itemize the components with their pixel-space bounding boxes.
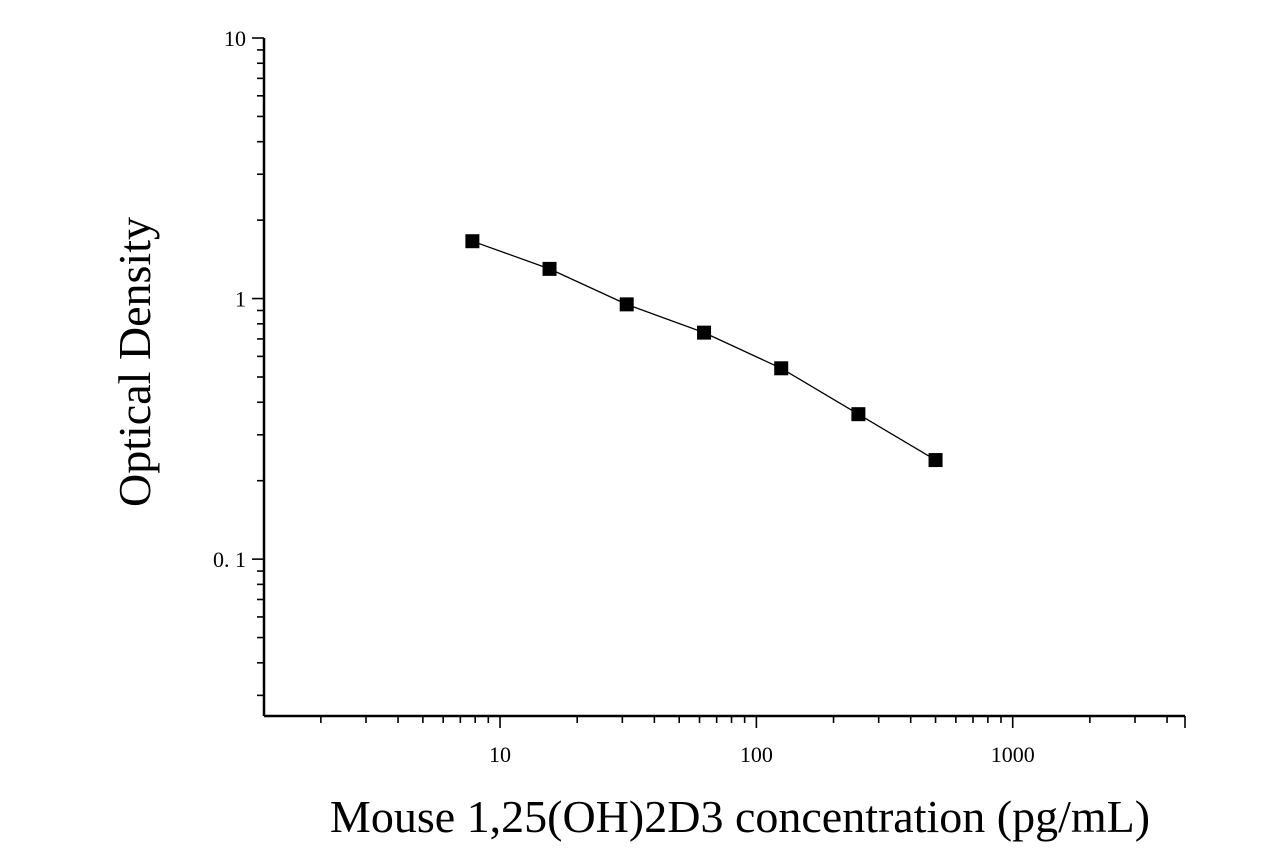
data-point [465,234,480,249]
data-point [619,297,634,312]
y-tick-labels: 0. 1 1 10 [213,26,246,572]
x-tick-label: 1000 [991,742,1035,767]
series-line [472,240,936,461]
data-point [542,261,557,276]
x-tick-label: 100 [740,742,773,767]
y-axis-title: Optical Density [109,217,160,507]
y-ticks [252,37,264,697]
y-tick-label: 1 [235,287,246,312]
data-point [697,325,712,340]
series-markers [465,234,943,468]
x-axis-title: Mouse 1,25(OH)2D3 concentration (pg/mL) [330,791,1150,842]
data-point [774,361,789,376]
y-tick-label: 10 [224,26,246,51]
data-point [851,407,866,422]
data-point [928,453,943,468]
x-tick-label: 10 [489,742,511,767]
axes [262,38,1185,718]
x-tick-labels: 10 100 1000 [489,742,1035,767]
y-tick-label: 0. 1 [213,547,246,572]
x-ticks [320,716,1186,728]
